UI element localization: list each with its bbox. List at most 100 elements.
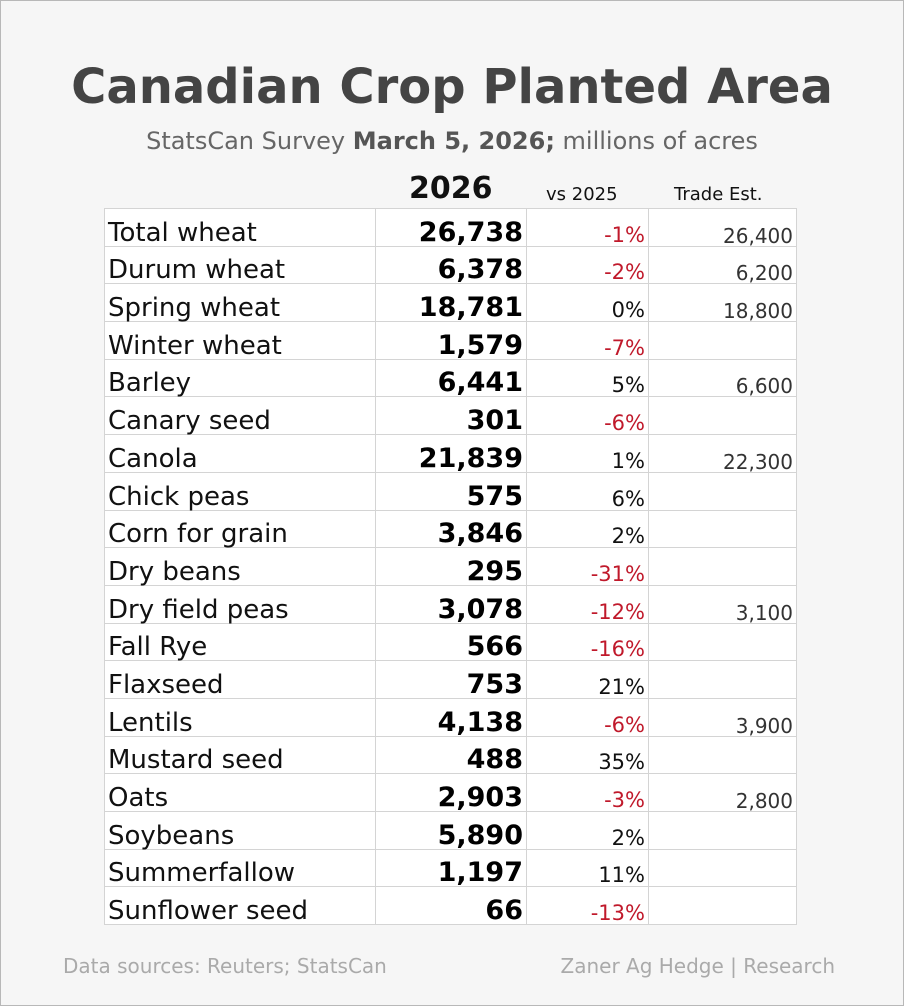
crop-value-2026: 5,890 bbox=[375, 811, 527, 850]
change-vs-2025: -1% bbox=[526, 208, 649, 247]
change-vs-2025: 5% bbox=[526, 358, 649, 398]
table-row: Durum wheat 6,378 -2% 6,200 bbox=[104, 245, 797, 285]
crop-value-2026: 575 bbox=[375, 471, 527, 511]
trade-estimate bbox=[648, 886, 797, 926]
crop-value-2026: 6,378 bbox=[375, 245, 527, 285]
trade-estimate bbox=[648, 321, 797, 360]
crop-name: Fall Rye bbox=[104, 622, 376, 662]
crop-name: Lentils bbox=[104, 697, 376, 737]
table-row: Dry field peas 3,078 -12% 3,100 bbox=[104, 584, 797, 624]
chart-subtitle: StatsCan Survey March 5, 2026; millions … bbox=[1, 127, 903, 155]
change-vs-2025: -12% bbox=[526, 584, 649, 624]
table-row: Dry beans 295 -31% bbox=[104, 547, 797, 586]
table-row: Flaxseed 753 21% bbox=[104, 660, 797, 699]
crop-name: Spring wheat bbox=[104, 283, 376, 323]
change-vs-2025: 6% bbox=[526, 471, 649, 511]
crop-value-2026: 3,846 bbox=[375, 509, 527, 549]
table-row: Total wheat 26,738 -1% 26,400 bbox=[104, 208, 797, 247]
table-row: Canary seed 301 -6% bbox=[104, 396, 797, 436]
change-vs-2025: -31% bbox=[526, 547, 649, 586]
change-vs-2025: 1% bbox=[526, 434, 649, 473]
trade-estimate bbox=[648, 660, 797, 699]
subtitle-prefix: StatsCan Survey bbox=[146, 127, 353, 155]
chart-title: Canadian Crop Planted Area bbox=[71, 59, 833, 115]
crop-name: Canola bbox=[104, 434, 376, 473]
crop-name: Winter wheat bbox=[104, 321, 376, 360]
trade-estimate bbox=[648, 509, 797, 549]
crop-name: Durum wheat bbox=[104, 245, 376, 285]
trade-estimate: 6,200 bbox=[648, 245, 797, 285]
table-row: Summerfallow 1,197 11% bbox=[104, 848, 797, 888]
table-row: Corn for grain 3,846 2% bbox=[104, 509, 797, 549]
trade-estimate bbox=[648, 735, 797, 775]
trade-estimate bbox=[648, 471, 797, 511]
table-row: Canola 21,839 1% 22,300 bbox=[104, 434, 797, 473]
change-vs-2025: -13% bbox=[526, 886, 649, 926]
crop-name: Mustard seed bbox=[104, 735, 376, 775]
credit-label: Zaner Ag Hedge | Research bbox=[560, 954, 835, 978]
table-row: Oats 2,903 -3% 2,800 bbox=[104, 773, 797, 812]
change-vs-2025: -16% bbox=[526, 622, 649, 662]
trade-estimate: 22,300 bbox=[648, 434, 797, 473]
trade-estimate bbox=[648, 622, 797, 662]
subtitle-date: March 5, 2026; bbox=[352, 127, 555, 155]
crop-value-2026: 4,138 bbox=[375, 697, 527, 737]
change-vs-2025: -7% bbox=[526, 321, 649, 360]
crop-name: Total wheat bbox=[104, 208, 376, 247]
change-vs-2025: -6% bbox=[526, 396, 649, 436]
table-row: Soybeans 5,890 2% bbox=[104, 811, 797, 850]
crop-value-2026: 66 bbox=[375, 886, 527, 926]
crop-name: Barley bbox=[104, 358, 376, 398]
crop-name: Sunflower seed bbox=[104, 886, 376, 926]
crop-value-2026: 488 bbox=[375, 735, 527, 775]
change-vs-2025: 21% bbox=[526, 660, 649, 699]
column-header-2026: 2026 bbox=[409, 171, 493, 206]
crop-value-2026: 18,781 bbox=[375, 283, 527, 323]
crop-value-2026: 1,579 bbox=[375, 321, 527, 360]
change-vs-2025: 35% bbox=[526, 735, 649, 775]
crop-name: Corn for grain bbox=[104, 509, 376, 549]
change-vs-2025: -6% bbox=[526, 697, 649, 737]
crop-name: Chick peas bbox=[104, 471, 376, 511]
change-vs-2025: 11% bbox=[526, 848, 649, 888]
crop-value-2026: 2,903 bbox=[375, 773, 527, 812]
crop-name: Summerfallow bbox=[104, 848, 376, 888]
change-vs-2025: 0% bbox=[526, 283, 649, 323]
crop-name: Dry beans bbox=[104, 547, 376, 586]
crop-value-2026: 21,839 bbox=[375, 434, 527, 473]
crop-value-2026: 26,738 bbox=[375, 208, 527, 247]
crop-name: Flaxseed bbox=[104, 660, 376, 699]
change-vs-2025: -2% bbox=[526, 245, 649, 285]
subtitle-suffix: millions of acres bbox=[554, 127, 758, 155]
table-row: Mustard seed 488 35% bbox=[104, 735, 797, 775]
table-row: Lentils 4,138 -6% 3,900 bbox=[104, 697, 797, 737]
trade-estimate bbox=[648, 547, 797, 586]
crop-value-2026: 295 bbox=[375, 547, 527, 586]
crop-value-2026: 301 bbox=[375, 396, 527, 436]
crop-value-2026: 753 bbox=[375, 660, 527, 699]
change-vs-2025: 2% bbox=[526, 811, 649, 850]
table-row: Spring wheat 18,781 0% 18,800 bbox=[104, 283, 797, 323]
trade-estimate bbox=[648, 811, 797, 850]
column-header-vs-2025: vs 2025 bbox=[546, 184, 618, 205]
column-header-trade-est: Trade Est. bbox=[674, 184, 763, 205]
trade-estimate: 2,800 bbox=[648, 773, 797, 812]
data-sources: Data sources: Reuters; StatsCan bbox=[63, 954, 387, 978]
crop-name: Soybeans bbox=[104, 811, 376, 850]
change-vs-2025: -3% bbox=[526, 773, 649, 812]
trade-estimate: 3,900 bbox=[648, 697, 797, 737]
table-row: Fall Rye 566 -16% bbox=[104, 622, 797, 662]
crop-value-2026: 6,441 bbox=[375, 358, 527, 398]
table-row: Barley 6,441 5% 6,600 bbox=[104, 358, 797, 398]
trade-estimate bbox=[648, 848, 797, 888]
crop-value-2026: 566 bbox=[375, 622, 527, 662]
table-row: Winter wheat 1,579 -7% bbox=[104, 321, 797, 360]
table-row: Sunflower seed 66 -13% bbox=[104, 886, 797, 926]
crop-table: Total wheat 26,738 -1% 26,400 Durum wheat 6,3… bbox=[104, 208, 797, 926]
crop-value-2026: 3,078 bbox=[375, 584, 527, 624]
trade-estimate: 6,600 bbox=[648, 358, 797, 398]
trade-estimate: 3,100 bbox=[648, 584, 797, 624]
trade-estimate bbox=[648, 396, 797, 436]
crop-name: Dry field peas bbox=[104, 584, 376, 624]
